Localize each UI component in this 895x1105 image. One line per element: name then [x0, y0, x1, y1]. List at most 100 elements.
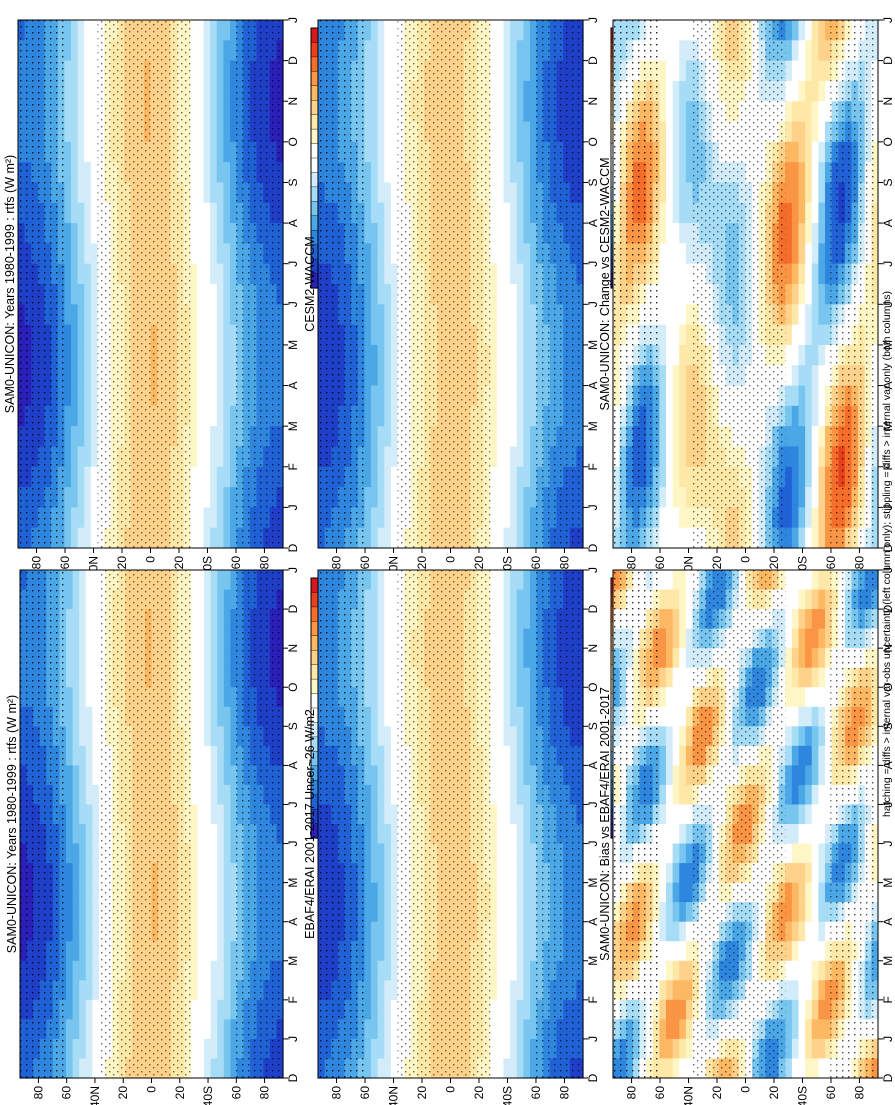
heat-cell: [503, 344, 511, 366]
heat-cell: [523, 902, 531, 923]
heat-cell: [85, 804, 93, 825]
heat-cell: [685, 263, 694, 285]
heat-cell: [92, 667, 100, 688]
heat-cell: [530, 980, 538, 1001]
heat-cell: [90, 324, 99, 346]
heat-cell: [85, 609, 93, 630]
heat-cell: [216, 284, 224, 305]
heat-cell: [510, 941, 518, 962]
heat-cell: [666, 243, 674, 265]
heat-cell: [210, 843, 218, 864]
heat-cell: [197, 902, 205, 923]
heat-cell: [523, 745, 531, 766]
heat-cell: [190, 921, 199, 942]
heat-cell: [496, 687, 505, 708]
heat-cell: [223, 589, 231, 610]
heat-cell: [503, 745, 511, 766]
heat-cell: [666, 223, 674, 244]
heat-cell: [190, 80, 198, 102]
heat-cell: [230, 980, 238, 1001]
heat-cell: [204, 765, 212, 786]
y-tick-label: 0: [144, 556, 158, 563]
heat-cell: [210, 426, 218, 448]
x-tick-label: A: [286, 381, 300, 389]
heat-cell: [92, 1019, 100, 1040]
heat-cell: [510, 999, 518, 1020]
heat-cell: [217, 628, 225, 649]
heat-cell: [666, 20, 674, 41]
heat-cell: [230, 706, 238, 727]
heat-cell: [516, 1038, 524, 1060]
heat-cell: [71, 40, 79, 62]
heat-cell: [230, 487, 238, 508]
heat-cell: [204, 882, 212, 903]
heat-cell: [364, 999, 372, 1020]
heat-cell: [503, 141, 511, 163]
heat-cell: [685, 324, 694, 346]
y-tick-label: 0: [444, 1086, 458, 1093]
heat-cell: [216, 101, 224, 123]
heat-cell: [496, 182, 505, 204]
heat-cell: [79, 628, 87, 649]
heat-cell: [384, 527, 392, 549]
heat-cell: [490, 324, 498, 346]
heat-cell: [230, 1038, 238, 1060]
heat-cell: [84, 446, 92, 468]
heat-cell: [496, 202, 505, 224]
heat-cell: [530, 487, 538, 508]
heat-cell: [503, 726, 511, 747]
x-tick-label: S: [286, 178, 300, 186]
heat-cell: [230, 687, 238, 708]
heat-cell: [679, 20, 687, 41]
heat-cell: [210, 405, 218, 427]
heat-cell: [390, 589, 399, 610]
heat-cell: [685, 223, 694, 244]
heat-cell: [217, 765, 225, 786]
heat-cell: [516, 687, 524, 708]
heat-cell: [203, 40, 211, 62]
heat-cell: [490, 960, 498, 981]
heat-cell: [685, 20, 694, 41]
heat-cell: [197, 824, 205, 845]
y-tick-label: 60: [229, 556, 243, 570]
heat-cell: [666, 101, 674, 123]
heat-cell: [496, 648, 505, 669]
heat-cell: [77, 80, 85, 102]
heat-cell: [496, 60, 505, 82]
heat-cell: [190, 263, 198, 285]
heat-cell: [384, 765, 392, 786]
heat-cell: [204, 609, 212, 630]
heat-cell: [530, 648, 538, 669]
heat-cell: [659, 162, 667, 184]
heat-cell: [230, 863, 238, 884]
heat-cell: [530, 824, 538, 845]
heat-cell: [679, 141, 687, 163]
heat-cell: [510, 784, 518, 806]
heat-cell: [503, 405, 511, 427]
heat-cell: [371, 999, 379, 1020]
heat-cell: [516, 706, 524, 727]
heat-cell: [496, 263, 505, 285]
heat-cell: [516, 101, 524, 123]
heat-cell: [364, 385, 372, 407]
heat-cell: [496, 784, 505, 806]
heat-cell: [210, 921, 218, 942]
x-tick-label: O: [286, 683, 300, 692]
heat-cell: [516, 385, 524, 407]
heat-cell: [523, 60, 531, 82]
heat-cell: [84, 162, 92, 184]
heat-cell: [230, 101, 238, 123]
heat-cell: [210, 121, 218, 143]
stippling: [98, 570, 191, 1078]
heat-cell: [490, 1019, 498, 1040]
heat-cell: [530, 20, 538, 41]
heat-cell: [79, 687, 87, 708]
heat-cell: [523, 1019, 531, 1040]
heat-cell: [523, 784, 531, 806]
heat-cell: [223, 980, 231, 1001]
heat-cell: [384, 466, 392, 488]
heat-cell: [516, 304, 524, 326]
heat-cell: [510, 121, 518, 143]
heat-cell: [90, 487, 99, 508]
